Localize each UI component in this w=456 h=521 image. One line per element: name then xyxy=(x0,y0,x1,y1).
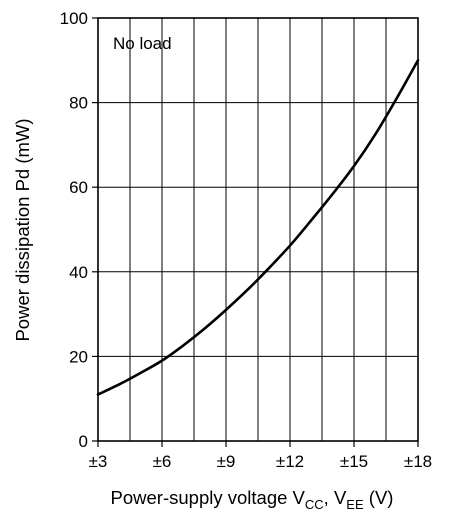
y-tick-label: 20 xyxy=(69,347,88,366)
y-tick-label: 0 xyxy=(79,432,88,451)
plot-border xyxy=(97,17,419,442)
y-axis-label: Power dissipation Pd (mW) xyxy=(12,118,33,341)
x-axis-label: Power-supply voltage VCC, VEE (V) xyxy=(111,487,394,512)
y-axis: 0 20 40 60 80 100 xyxy=(60,9,98,451)
x-tick-label: ±12 xyxy=(276,452,304,471)
x-tick-label: ±6 xyxy=(153,452,172,471)
plot-frame xyxy=(97,17,419,442)
y-tick-label: 40 xyxy=(69,263,88,282)
y-tick-label: 60 xyxy=(69,178,88,197)
x-axis: ±3 ±6 ±9 ±12 ±15 ±18 xyxy=(89,441,432,471)
series-line xyxy=(96,59,420,396)
series-group xyxy=(96,59,420,396)
y-tick-label: 100 xyxy=(60,9,88,28)
grid xyxy=(97,17,419,442)
x-tick-label: ±9 xyxy=(217,452,236,471)
x-tick-label: ±18 xyxy=(404,452,432,471)
x-tick-label: ±3 xyxy=(89,452,108,471)
y-tick-label: 80 xyxy=(69,94,88,113)
x-tick-label: ±15 xyxy=(340,452,368,471)
no-load-annotation: No load xyxy=(113,34,172,53)
